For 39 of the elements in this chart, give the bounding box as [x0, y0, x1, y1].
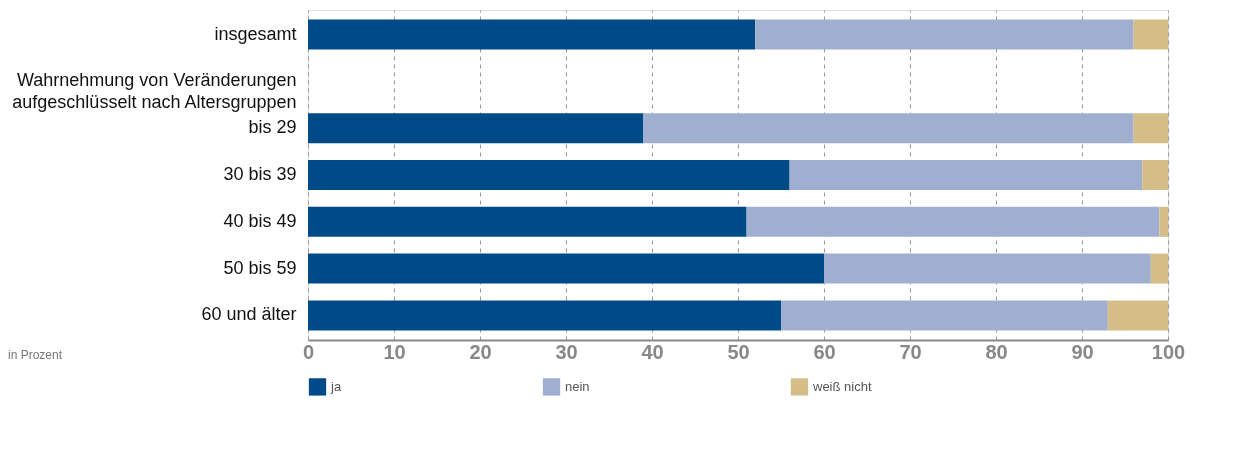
- bar: [746, 206, 1160, 237]
- bar: [308, 206, 747, 237]
- x-tick-label: 30: [555, 340, 578, 363]
- x-tick-label: 40: [641, 340, 664, 363]
- y-tick-label: 30 bis 39: [223, 164, 297, 184]
- bar: [643, 113, 1134, 144]
- bar: [755, 19, 1134, 50]
- x-tick-label: 0: [302, 340, 315, 363]
- x-tick-label: 100: [1151, 340, 1186, 363]
- y-tick-label: bis 29: [248, 117, 297, 138]
- legend-label: ja: [330, 378, 342, 394]
- x-tick-label: 10: [383, 340, 406, 363]
- bar: [789, 160, 1143, 190]
- y-tick-label: 50 bis 59: [223, 257, 297, 278]
- y-tick-label: insgesamt: [214, 23, 297, 44]
- bar: [824, 253, 1151, 284]
- bar: [1107, 300, 1168, 331]
- bar: [1133, 19, 1168, 50]
- legend-label: nein: [565, 378, 590, 394]
- x-tick-label: 50: [727, 340, 750, 363]
- x-tick-label: 20: [469, 340, 492, 363]
- bar: [308, 300, 781, 331]
- y-tick-label: 40 bis 49: [223, 210, 297, 231]
- x-tick-label: 60: [813, 340, 836, 363]
- y-tick-label: 60 und älter: [201, 304, 297, 325]
- bar: [1159, 206, 1168, 237]
- bar: [1150, 253, 1168, 284]
- x-tick-label: 70: [899, 340, 922, 363]
- x-tick-label: 90: [1071, 340, 1094, 363]
- bar: [308, 19, 756, 50]
- bar: [781, 300, 1108, 331]
- bar: [308, 113, 644, 144]
- legend-label: weiß nicht: [812, 378, 872, 394]
- text: in Prozent: [8, 348, 63, 362]
- bar: [1142, 160, 1168, 190]
- bar: [308, 253, 824, 284]
- bar: [308, 160, 790, 190]
- x-tick-label: 80: [985, 340, 1008, 363]
- bar: [1133, 113, 1168, 144]
